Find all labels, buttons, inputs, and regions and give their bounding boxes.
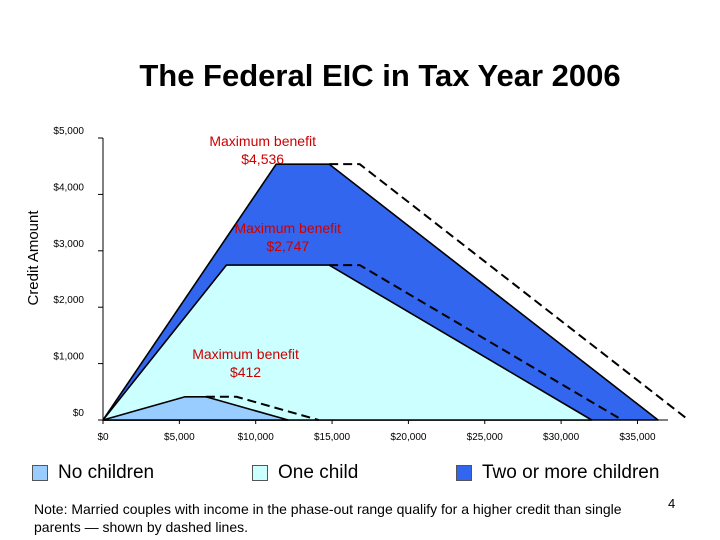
y-tick-label: $1,000 — [53, 352, 84, 363]
x-tick-label: $35,000 — [619, 432, 656, 443]
legend-swatch-one-child — [252, 465, 268, 481]
chart-title: The Federal EIC in Tax Year 2006 — [139, 58, 621, 93]
y-tick-label: $5,000 — [53, 126, 84, 137]
dashed-line-no-children — [205, 395, 319, 421]
x-tick-label: $10,000 — [238, 432, 275, 443]
annotation-value: $2,747 — [266, 238, 309, 254]
x-tick-label: $30,000 — [543, 432, 580, 443]
legend-swatch-two-or-more-children — [456, 465, 472, 481]
annotation-label: Maximum benefit — [234, 220, 341, 236]
legend-label-two-or-more-children: Two or more children — [482, 462, 660, 483]
dashed-line-two-or-more-children — [329, 163, 690, 421]
legend-swatch-no-children — [32, 465, 48, 481]
dashed-line-one-child — [329, 264, 623, 421]
annotation-label: Maximum benefit — [192, 346, 299, 362]
x-tick-label: $25,000 — [467, 432, 504, 443]
annotation-label: Maximum benefit — [209, 133, 316, 149]
footnote: Note: Married couples with income in the… — [34, 501, 622, 535]
x-tick-label: $20,000 — [390, 432, 427, 443]
annotation-value: $412 — [230, 364, 261, 380]
page-number: 4 — [668, 496, 676, 511]
legend-item-one-child: One child — [252, 462, 358, 484]
y-tick-label: $3,000 — [53, 239, 84, 250]
x-tick-label: $0 — [97, 432, 109, 443]
legend-label-one-child: One child — [278, 462, 359, 483]
y-tick-label: $0 — [73, 408, 85, 419]
y-tick-label: $4,000 — [53, 182, 84, 193]
legend-item-two-or-more-children: Two or more children — [456, 462, 659, 484]
y-axis-label: Credit Amount — [25, 210, 42, 306]
eic-chart: $0 $1,000 $2,000 $3,000 $4,000 $5,000 $0 $5,000… — [25, 126, 690, 443]
legend-item-no-children: No children — [32, 462, 154, 484]
x-tick-label: $15,000 — [314, 432, 351, 443]
annotation-value: $4,536 — [241, 151, 284, 167]
x-tick-label: $5,000 — [164, 432, 195, 443]
y-tick-label: $2,000 — [53, 295, 84, 306]
legend-label-no-children: No children — [58, 462, 155, 483]
